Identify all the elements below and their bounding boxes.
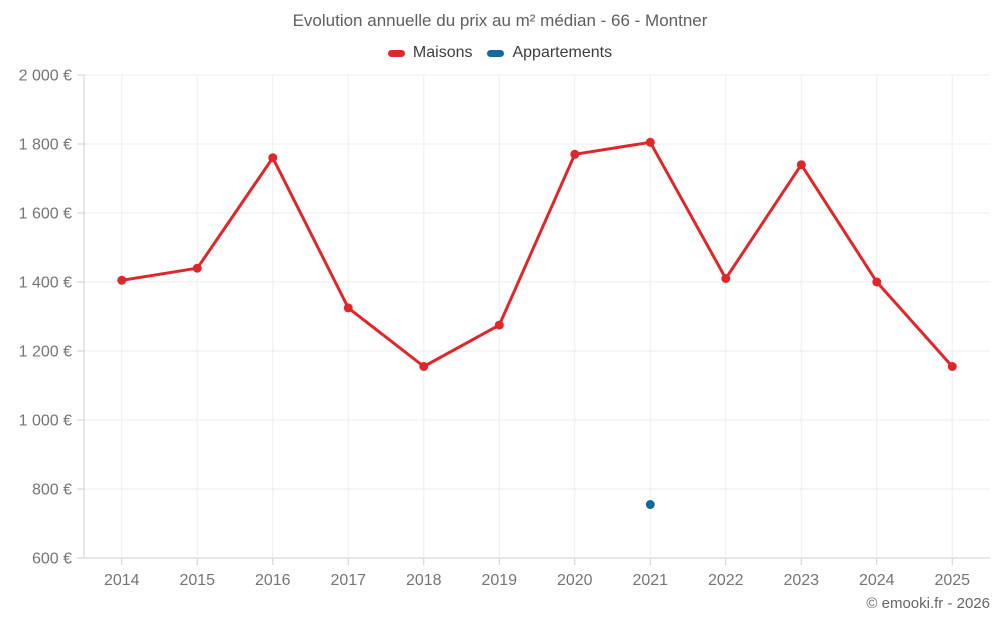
data-point-maisons-2019[interactable] <box>494 320 504 330</box>
x-tick-label: 2018 <box>406 572 442 589</box>
y-tick-label: 600 € <box>32 551 72 568</box>
data-point-maisons-2015[interactable] <box>192 263 202 273</box>
appartements-swatch-icon <box>487 49 505 57</box>
data-point-maisons-2018[interactable] <box>419 362 429 371</box>
x-tick-label: 2025 <box>934 572 970 589</box>
data-point-appartements-2021[interactable] <box>645 500 655 509</box>
x-tick-label: 2023 <box>783 572 819 589</box>
x-tick-label: 2020 <box>557 572 593 589</box>
legend-label-maisons: Maisons <box>412 44 473 61</box>
data-point-maisons-2025[interactable] <box>947 362 957 371</box>
y-tick-label: 800 € <box>32 482 72 499</box>
x-tick-label: 2019 <box>481 572 517 589</box>
data-point-maisons-2020[interactable] <box>570 149 580 159</box>
legend-item-maisons[interactable]: Maisons <box>387 44 473 62</box>
chart-legend: Maisons Appartements <box>0 44 1000 62</box>
y-tick-label: 2 000 € <box>19 68 72 85</box>
data-point-maisons-2023[interactable] <box>796 160 806 170</box>
y-tick-label: 1 000 € <box>19 413 72 430</box>
data-point-maisons-2016[interactable] <box>268 153 278 163</box>
x-tick-label: 2024 <box>859 572 895 589</box>
data-point-maisons-2022[interactable] <box>721 274 731 283</box>
x-tick-label: 2016 <box>255 572 291 589</box>
data-point-maisons-2014[interactable] <box>117 275 127 285</box>
legend-item-appartements[interactable]: Appartements <box>487 44 612 62</box>
maisons-swatch-icon <box>387 49 405 57</box>
x-tick-label: 2014 <box>104 572 140 589</box>
x-tick-label: 2021 <box>632 572 668 589</box>
data-point-maisons-2021[interactable] <box>645 137 655 147</box>
x-tick-label: 2017 <box>330 572 366 589</box>
y-tick-label: 1 200 € <box>19 344 72 361</box>
footer-credit: © emooki.fr - 2026 <box>866 595 990 612</box>
legend-label-appartements: Appartements <box>512 44 613 61</box>
x-tick-label: 2015 <box>179 572 215 589</box>
series-line-maisons <box>120 140 954 368</box>
y-tick-label: 1 800 € <box>19 137 72 154</box>
data-point-maisons-2017[interactable] <box>343 303 353 313</box>
x-tick-label: 2022 <box>708 572 744 589</box>
data-point-maisons-2024[interactable] <box>872 277 882 287</box>
y-tick-label: 1 600 € <box>19 206 72 223</box>
chart-title: Evolution annuelle du prix au m² médian … <box>292 11 708 30</box>
y-tick-label: 1 400 € <box>19 275 72 292</box>
